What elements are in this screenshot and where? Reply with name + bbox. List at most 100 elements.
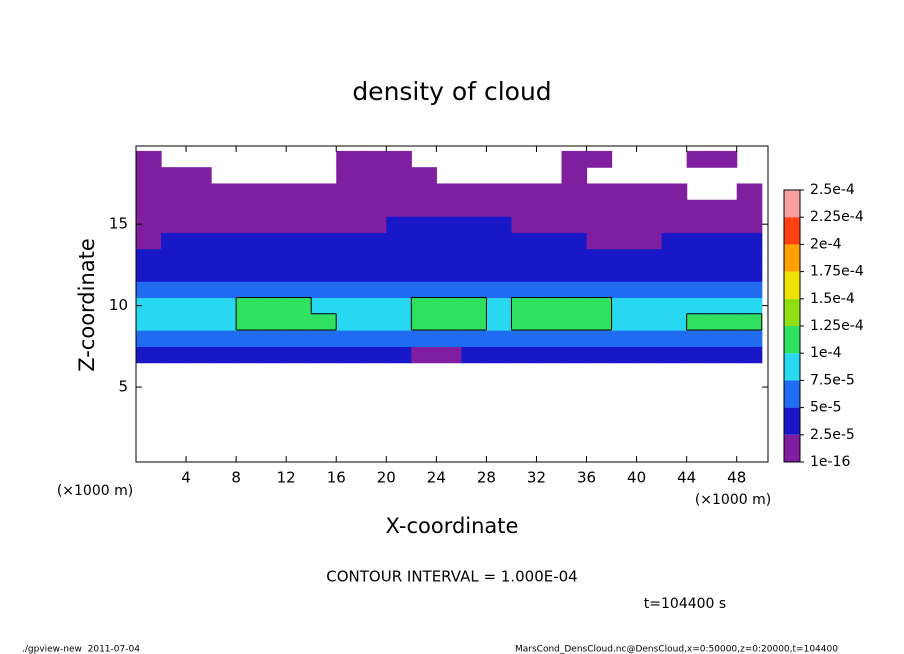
field-cell (736, 281, 763, 299)
field-cell (711, 313, 738, 331)
field-cell (361, 346, 387, 364)
field-cell (661, 264, 688, 282)
y-tick-label: 10 (109, 296, 128, 314)
field-cell (186, 281, 212, 299)
field-cell (361, 167, 387, 185)
field-cell (561, 216, 588, 233)
field-cell (411, 264, 437, 282)
field-cell (661, 199, 688, 217)
field-cell (361, 216, 387, 233)
colorbar-label: 1.75e-4 (810, 264, 864, 280)
field-cell (386, 183, 412, 201)
field-cell (686, 346, 713, 364)
field-cell (486, 264, 513, 282)
field-cell (636, 264, 663, 282)
colorbar-label: 2e-4 (810, 236, 842, 252)
field-cell (211, 330, 237, 347)
colorbar-segment (784, 434, 800, 462)
field-cell (161, 167, 187, 185)
field-cell (336, 248, 362, 266)
field-cell (286, 183, 312, 201)
colorbar-label: 1.5e-4 (810, 291, 855, 307)
field-cell (361, 150, 387, 168)
field-cell (636, 346, 663, 364)
field-cell (361, 281, 387, 299)
field-cell (586, 264, 613, 282)
chart-title: density of cloud (352, 77, 551, 106)
field-cell (586, 183, 613, 201)
field-cell (511, 216, 538, 233)
field-cell (261, 346, 287, 364)
field-cell (311, 281, 337, 299)
field-cell (736, 183, 763, 201)
x-tick-label: 16 (327, 469, 346, 487)
field-cell (411, 313, 437, 331)
field-cell (261, 264, 287, 282)
field-cell (361, 183, 387, 201)
field-cell (311, 216, 337, 233)
field-cell (361, 330, 387, 347)
field-cell (736, 248, 763, 266)
field-cell (161, 216, 187, 233)
field-cell (561, 183, 588, 201)
field-cell (286, 199, 312, 217)
field-cell (611, 216, 638, 233)
field-cell (136, 330, 162, 347)
colorbar-segment (784, 407, 800, 435)
field-cell (611, 183, 638, 201)
field-cell (536, 248, 563, 266)
field-cell (311, 248, 337, 266)
field-cell (686, 281, 713, 299)
field-cell (386, 216, 412, 233)
field-cell (211, 313, 237, 331)
field-cell (311, 232, 337, 250)
field-cell (386, 150, 412, 168)
field-cell (611, 264, 638, 282)
x-tick-label: 4 (181, 469, 191, 487)
field-cell (186, 346, 212, 364)
field-cell (236, 216, 262, 233)
field-cell (336, 232, 362, 250)
field-cell (411, 167, 437, 185)
field-cell (136, 150, 162, 168)
field-cell (136, 167, 162, 185)
plot-frame (135, 145, 769, 463)
field-cell (736, 297, 763, 315)
footer-left: ./gpview-new 2011-07-04 (22, 645, 140, 654)
field-cell (636, 199, 663, 217)
field-cell (236, 264, 262, 282)
field-cell (686, 150, 713, 168)
field-cell (511, 183, 538, 201)
colorbar-label: 2.5e-4 (810, 182, 855, 198)
field-cell (711, 281, 738, 299)
field-cell (336, 313, 362, 331)
field-cell (311, 297, 337, 315)
field-cell (161, 183, 187, 201)
colorbar-label: 5e-5 (810, 400, 841, 416)
field-cell (461, 297, 488, 315)
field-cell (336, 297, 362, 315)
field-cell (436, 199, 462, 217)
field-cell (261, 232, 287, 250)
field-cell (636, 183, 663, 201)
x-tick-label: 12 (277, 469, 296, 487)
field-cell (461, 313, 488, 331)
field-cell (661, 313, 688, 331)
field-cell (461, 232, 488, 250)
field-cell (686, 199, 713, 217)
field-cell (661, 297, 688, 315)
field-cell (211, 232, 237, 250)
field-cell (611, 346, 638, 364)
colorbar-label: 2.25e-4 (810, 209, 864, 225)
field-cell (736, 264, 763, 282)
field-cell (161, 248, 187, 266)
colorbar-label: 7.5e-5 (810, 372, 855, 388)
field-cell (161, 346, 187, 364)
field-cell (711, 330, 738, 347)
field-cell (261, 297, 287, 315)
field-cell (361, 248, 387, 266)
field-cell (386, 248, 412, 266)
field-cell (336, 216, 362, 233)
field-cell (211, 199, 237, 217)
field-cell (586, 313, 613, 331)
